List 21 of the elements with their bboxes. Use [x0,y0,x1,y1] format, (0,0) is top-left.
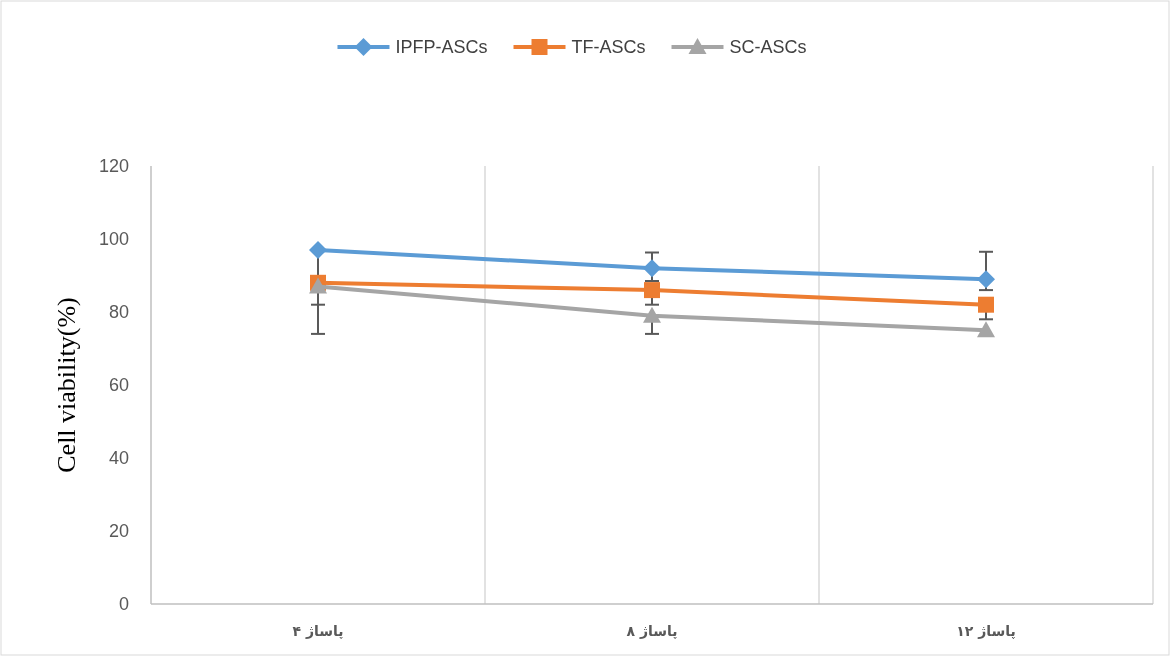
point [309,240,327,259]
y-tick-label: 20 [108,521,129,541]
y-tick-label: 0 [118,594,129,614]
legend-label: SC-ASCs [729,37,807,57]
point [643,259,661,278]
y-tick-label: 100 [98,229,129,249]
y-tick-label: 120 [98,156,129,176]
y-tick-label: 60 [108,375,129,395]
y-axis-title: Cell viability(%) [52,297,81,473]
point [644,282,660,299]
legend-label: TF-ASCs [571,37,646,57]
point [977,321,995,338]
x-tick-label: پاساژ ۸ [626,623,678,640]
point [643,306,661,323]
point [978,296,994,313]
y-tick-label: 80 [108,302,129,322]
y-tick-label: 40 [108,448,129,468]
legend-label: IPFP-ASCs [395,37,488,57]
x-tick-label: پاساژ ۱۲ [956,623,1016,640]
point [977,270,995,289]
x-tick-label: پاساژ ۴ [292,623,344,640]
